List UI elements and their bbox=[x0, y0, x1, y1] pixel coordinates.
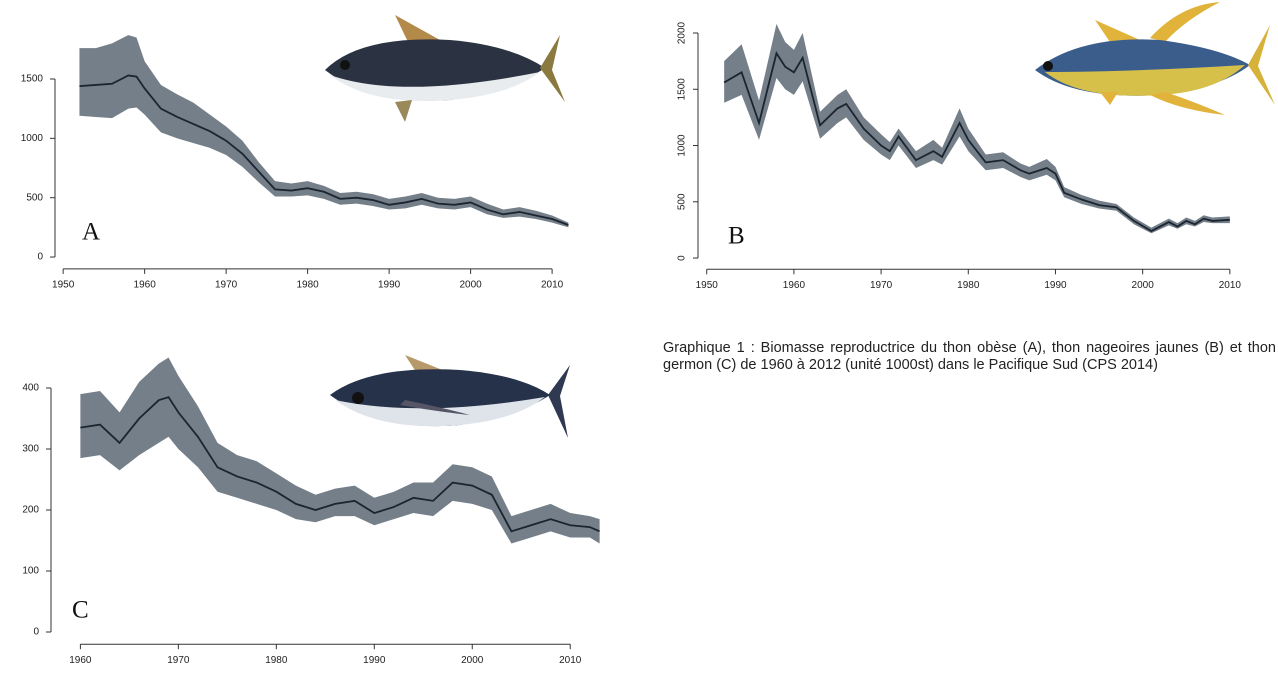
x-tick-label: 2000 bbox=[461, 655, 484, 666]
y-tick-label: 1000 bbox=[677, 134, 688, 157]
x-tick-label: 2010 bbox=[1219, 280, 1242, 291]
y-tick-label: 500 bbox=[26, 192, 43, 203]
x-tick-label: 1970 bbox=[167, 655, 190, 666]
x-tick-label: 1970 bbox=[870, 280, 893, 291]
figure: 0500100015001950196019701980199020002010… bbox=[0, 0, 1278, 677]
page: 0500100015001950196019701980199020002010… bbox=[0, 0, 1278, 677]
x-tick-label: 1990 bbox=[378, 280, 401, 291]
y-tick-label: 2000 bbox=[677, 21, 688, 44]
x-tick-label: 1960 bbox=[69, 655, 92, 666]
y-tick-label: 0 bbox=[37, 252, 43, 263]
x-tick-label: 1960 bbox=[134, 280, 157, 291]
y-tick-label: 300 bbox=[22, 444, 39, 455]
y-tick-label: 0 bbox=[677, 255, 688, 261]
line bbox=[79, 75, 568, 225]
x-tick-label: 2010 bbox=[541, 280, 564, 291]
x-tick-label: 1980 bbox=[957, 280, 980, 291]
x-tick-label: 1970 bbox=[215, 280, 238, 291]
y-tick-label: 500 bbox=[677, 193, 688, 210]
y-tick-label: 1500 bbox=[677, 78, 688, 101]
bigeye-tuna-illustration bbox=[325, 15, 565, 122]
albacore-tuna-illustration bbox=[330, 355, 570, 438]
y-tick-label: 200 bbox=[22, 505, 39, 516]
panel-label: B bbox=[728, 223, 745, 250]
x-tick-label: 2000 bbox=[459, 280, 482, 291]
y-tick-label: 100 bbox=[22, 566, 39, 577]
x-tick-label: 1960 bbox=[783, 280, 806, 291]
x-tick-label: 2010 bbox=[559, 655, 582, 666]
panel-label: A bbox=[82, 219, 100, 246]
x-tick-label: 2000 bbox=[1132, 280, 1155, 291]
x-tick-label: 1980 bbox=[265, 655, 288, 666]
x-tick-label: 1980 bbox=[297, 280, 320, 291]
panel-label: C bbox=[72, 597, 89, 624]
x-tick-label: 1990 bbox=[1044, 280, 1067, 291]
y-tick-label: 0 bbox=[33, 627, 39, 638]
x-tick-label: 1950 bbox=[696, 280, 719, 291]
y-tick-label: 400 bbox=[22, 383, 39, 394]
yellowfin-tuna-illustration bbox=[1035, 2, 1275, 115]
y-tick-label: 1000 bbox=[21, 133, 44, 144]
x-tick-label: 1990 bbox=[363, 655, 386, 666]
caption: Graphique 1 : Biomasse reproductrice du … bbox=[663, 340, 1276, 374]
x-tick-label: 1950 bbox=[52, 280, 75, 291]
y-tick-label: 1500 bbox=[21, 74, 44, 85]
